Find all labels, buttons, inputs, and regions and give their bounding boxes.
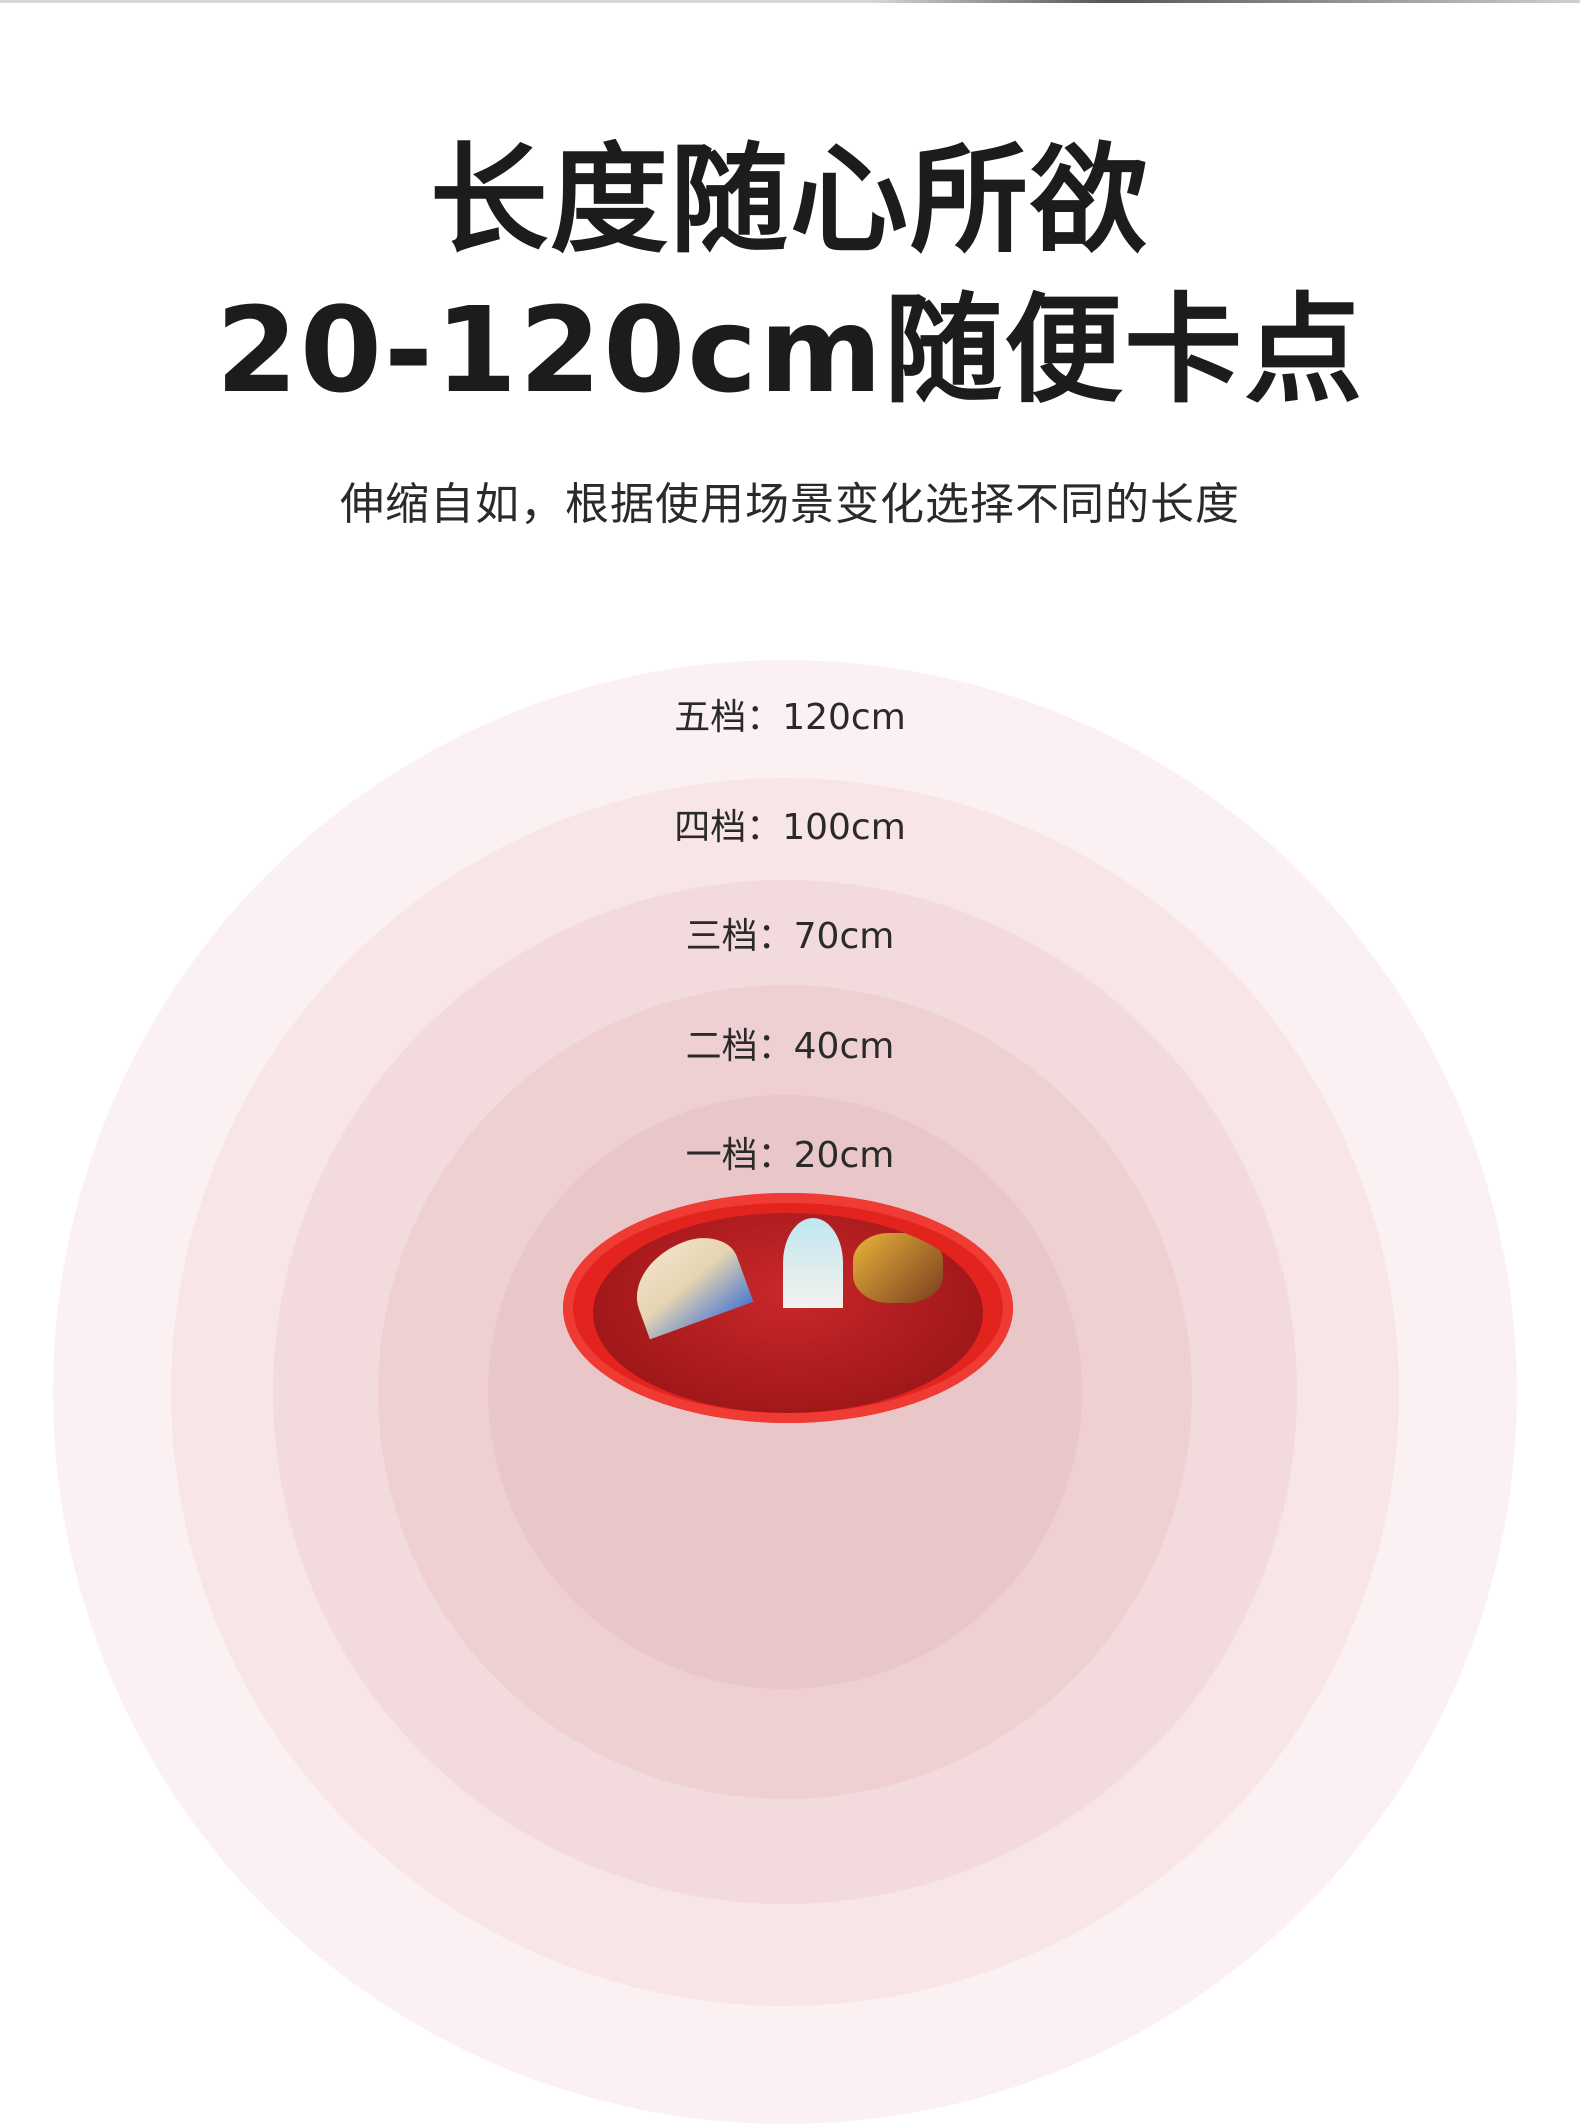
top-divider [0,0,1580,3]
level-5-label: 五档：120cm [674,697,906,738]
headline-line-1: 长度随心所欲 [429,131,1150,269]
level-3-label: 三档：70cm [685,916,895,957]
level-1-label: 一档：20cm [685,1135,895,1176]
tray-artwork [593,1213,983,1413]
level-4-label: 四档：100cm [674,807,906,848]
gold-ornament-art [853,1233,943,1303]
level-2-label: 二档：40cm [685,1026,895,1067]
red-tray-illustration [563,1193,1013,1423]
phoenix-art [783,1218,843,1308]
crane-wing-art [622,1226,754,1340]
headline-line-2: 20-120cm随便卡点 [215,281,1365,419]
subtitle: 伸缩自如，根据使用场景变化选择不同的长度 [340,479,1240,530]
